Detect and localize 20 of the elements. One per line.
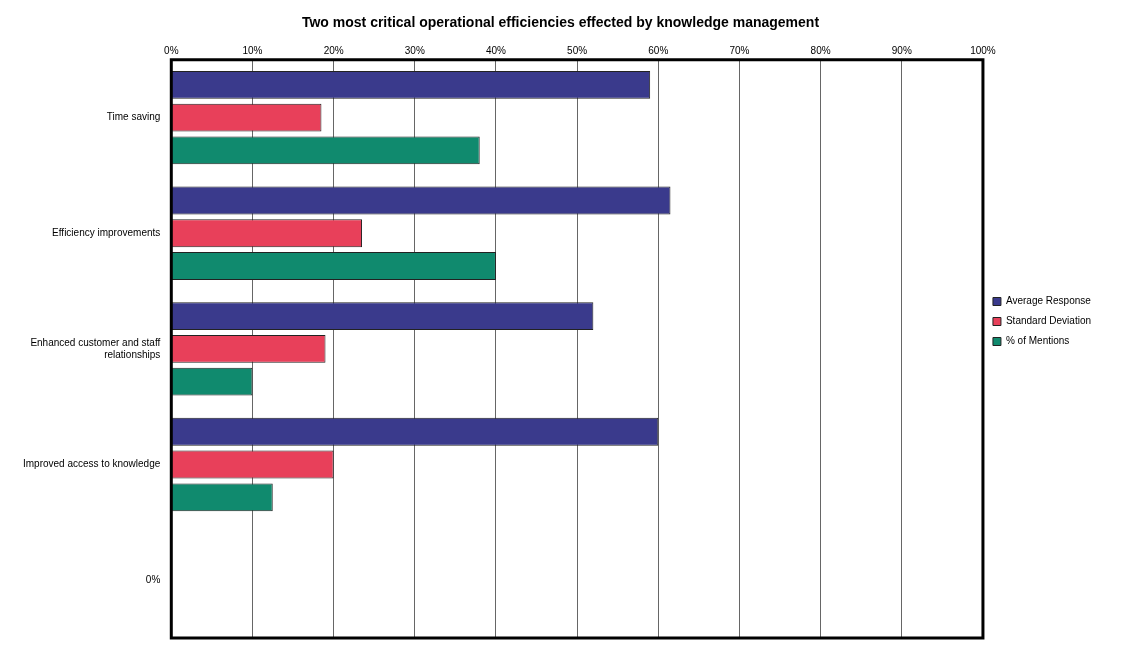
x-tick-label: 70% (729, 44, 750, 56)
legend-label: % of Mentions (1005, 335, 1070, 347)
y-tick-label: Enhanced customer and staff relationships (30, 336, 161, 360)
y-tick-label: Time saving (106, 111, 161, 123)
y-tick-label: 0% (145, 573, 161, 585)
y-tick-label: Efficiency improvements (52, 227, 161, 239)
x-tick-label: 60% (648, 44, 669, 56)
x-tick-label: 40% (485, 44, 507, 56)
x-tick-label: 30% (404, 44, 425, 56)
y-tick-label: Improved access to knowledge (23, 458, 161, 470)
x-tick-label: 90% (891, 44, 912, 56)
x-tick-label: 100% (970, 44, 996, 56)
legend-label: Standard Deviation (1005, 315, 1092, 327)
x-tick-label: 50% (567, 44, 588, 56)
chart-title: Two most critical operational efficiencies effected by knowledge management (301, 14, 820, 31)
x-tick-label: 10% (242, 44, 263, 56)
legend-label: Average Response (1005, 295, 1092, 307)
x-tick-label: 80% (810, 44, 831, 56)
x-tick-label: 20% (323, 44, 344, 56)
x-tick-label: 0% (164, 44, 179, 56)
